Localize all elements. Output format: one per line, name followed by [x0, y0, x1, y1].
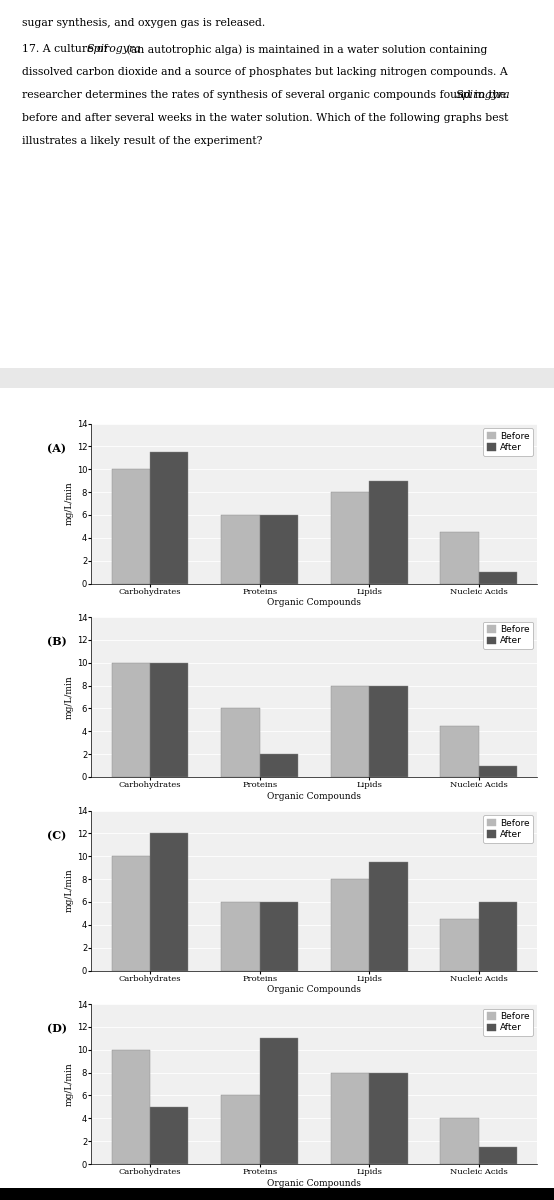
Bar [150, 834, 188, 971]
Bar [150, 452, 188, 583]
Bar [112, 1050, 150, 1164]
Bar [369, 862, 408, 971]
Bar [221, 515, 260, 583]
Bar [440, 532, 479, 583]
X-axis label: Organic Compounds: Organic Compounds [268, 599, 361, 607]
Text: (D): (D) [47, 1024, 67, 1034]
Legend: Before, After: Before, After [484, 815, 533, 842]
Bar [331, 685, 369, 778]
Bar [150, 1106, 188, 1164]
Bar [260, 515, 298, 583]
Bar [331, 880, 369, 971]
Y-axis label: mg/L/min: mg/L/min [65, 481, 74, 526]
Bar [221, 708, 260, 778]
Bar [440, 726, 479, 778]
Bar [369, 481, 408, 583]
Bar [479, 572, 517, 583]
Text: 17. A culture of: 17. A culture of [22, 44, 111, 54]
Bar [112, 469, 150, 583]
Bar [221, 1096, 260, 1164]
Text: (B): (B) [47, 636, 67, 647]
Bar [369, 1073, 408, 1164]
Bar [331, 492, 369, 583]
Text: (A): (A) [47, 443, 66, 454]
Text: dissolved carbon dioxide and a source of phosphates but lacking nitrogen compoun: dissolved carbon dioxide and a source of… [22, 67, 508, 77]
Bar [479, 1147, 517, 1164]
Y-axis label: mg/L/min: mg/L/min [65, 869, 74, 912]
Bar [260, 754, 298, 778]
Text: (C): (C) [47, 829, 66, 841]
Bar [331, 1073, 369, 1164]
Text: researcher determines the rates of synthesis of several organic compounds found : researcher determines the rates of synth… [22, 90, 510, 100]
Bar [440, 919, 479, 971]
Bar [112, 662, 150, 778]
Y-axis label: mg/L/min: mg/L/min [65, 676, 74, 719]
Bar [150, 662, 188, 778]
Bar [479, 766, 517, 778]
X-axis label: Organic Compounds: Organic Compounds [268, 985, 361, 995]
Bar [221, 902, 260, 971]
Text: illustrates a likely result of the experiment?: illustrates a likely result of the exper… [22, 136, 263, 145]
Text: Spirogyra: Spirogyra [456, 90, 511, 100]
Text: before and after several weeks in the water solution. Which of the following gra: before and after several weeks in the wa… [22, 113, 509, 122]
Legend: Before, After: Before, After [484, 622, 533, 649]
Bar [260, 902, 298, 971]
Bar [112, 857, 150, 971]
Legend: Before, After: Before, After [484, 428, 533, 456]
Bar [260, 1038, 298, 1164]
Text: (an autotrophic alga) is maintained in a water solution containing: (an autotrophic alga) is maintained in a… [123, 44, 488, 55]
Bar [369, 685, 408, 778]
Legend: Before, After: Before, After [484, 1009, 533, 1036]
Bar [440, 1118, 479, 1164]
Bar [479, 902, 517, 971]
Text: sugar synthesis, and oxygen gas is released.: sugar synthesis, and oxygen gas is relea… [22, 18, 265, 28]
Text: Spirogyra: Spirogyra [86, 44, 141, 54]
X-axis label: Organic Compounds: Organic Compounds [268, 1178, 361, 1188]
X-axis label: Organic Compounds: Organic Compounds [268, 792, 361, 800]
Y-axis label: mg/L/min: mg/L/min [65, 1062, 74, 1106]
